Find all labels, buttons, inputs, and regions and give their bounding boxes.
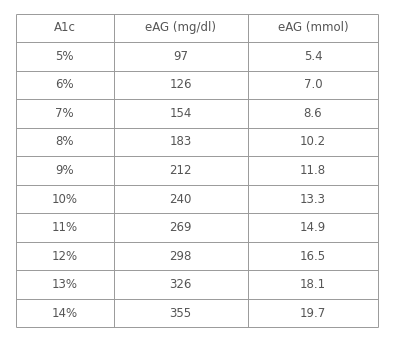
Text: 10%: 10% xyxy=(52,193,78,206)
Text: 8%: 8% xyxy=(56,135,74,148)
Text: 14.9: 14.9 xyxy=(300,221,326,234)
Text: 9%: 9% xyxy=(56,164,74,177)
Text: A1c: A1c xyxy=(54,21,76,34)
Text: 7%: 7% xyxy=(56,107,74,120)
Text: 11.8: 11.8 xyxy=(300,164,326,177)
Text: 13%: 13% xyxy=(52,278,78,291)
Text: 6%: 6% xyxy=(56,78,74,91)
Text: 19.7: 19.7 xyxy=(300,307,326,320)
Text: 10.2: 10.2 xyxy=(300,135,326,148)
Text: 183: 183 xyxy=(169,135,192,148)
Text: 326: 326 xyxy=(169,278,192,291)
Text: eAG (mg/dl): eAG (mg/dl) xyxy=(145,21,216,34)
Text: 298: 298 xyxy=(169,250,192,263)
Text: 240: 240 xyxy=(169,193,192,206)
Text: 126: 126 xyxy=(169,78,192,91)
Text: 269: 269 xyxy=(169,221,192,234)
Text: 18.1: 18.1 xyxy=(300,278,326,291)
Text: 5.4: 5.4 xyxy=(304,50,322,63)
Text: 8.6: 8.6 xyxy=(304,107,322,120)
Text: 14%: 14% xyxy=(52,307,78,320)
Text: 97: 97 xyxy=(173,50,188,63)
Text: 16.5: 16.5 xyxy=(300,250,326,263)
Text: 5%: 5% xyxy=(56,50,74,63)
Text: 7.0: 7.0 xyxy=(304,78,322,91)
Text: 13.3: 13.3 xyxy=(300,193,326,206)
Text: 355: 355 xyxy=(170,307,192,320)
Text: 11%: 11% xyxy=(52,221,78,234)
Text: 212: 212 xyxy=(169,164,192,177)
Text: eAG (mmol): eAG (mmol) xyxy=(278,21,348,34)
Text: 154: 154 xyxy=(169,107,192,120)
Text: 12%: 12% xyxy=(52,250,78,263)
